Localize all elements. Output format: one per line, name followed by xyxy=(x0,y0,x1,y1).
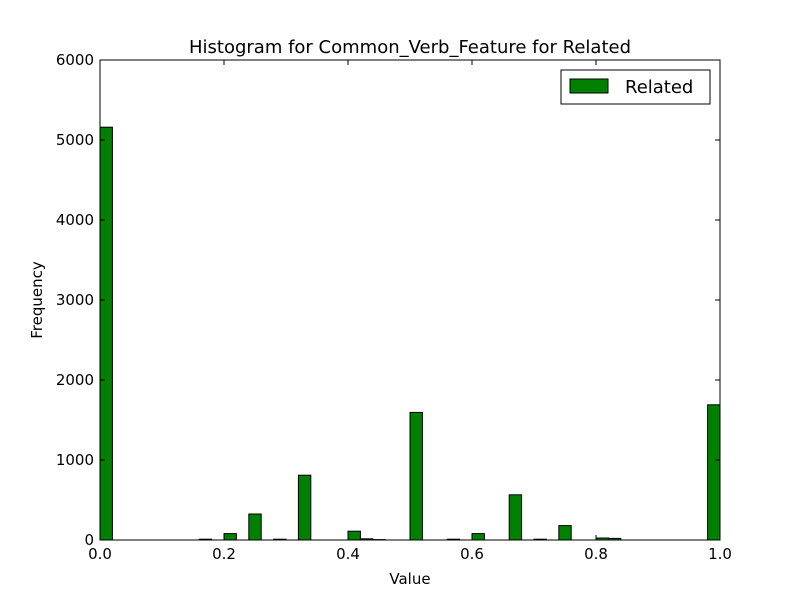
chart-title: Histogram for Common_Verb_Feature for Re… xyxy=(189,37,631,58)
x-tick-label-5: 1.0 xyxy=(708,545,732,563)
x-tick-label-3: 0.6 xyxy=(460,545,484,563)
y-tick-label-3: 3000 xyxy=(56,291,94,309)
y-tick-label-2: 2000 xyxy=(56,371,94,389)
y-tick-label-5: 5000 xyxy=(56,131,94,149)
x-tick-label-1: 0.2 xyxy=(212,545,236,563)
bar-5 xyxy=(297,474,312,541)
legend-label: Related xyxy=(625,77,693,98)
legend: Related xyxy=(560,69,711,105)
bar-12 xyxy=(508,494,523,541)
bar-9 xyxy=(409,411,423,541)
bar-11 xyxy=(471,533,485,541)
y-tick-label-6: 6000 xyxy=(56,51,94,69)
x-tick-label-2: 0.4 xyxy=(336,545,360,563)
x-tick-label-4: 0.8 xyxy=(584,545,608,563)
y-tick-label-0: 0 xyxy=(84,531,94,549)
x-axis-label: Value xyxy=(389,570,430,588)
x-tick-label-0: 0.0 xyxy=(88,545,112,563)
bar-17 xyxy=(707,404,721,541)
bar-0 xyxy=(99,126,113,541)
bar-2 xyxy=(223,533,237,541)
bar-14 xyxy=(558,525,572,541)
plot-frame xyxy=(99,59,721,541)
bar-6 xyxy=(347,530,361,541)
bar-group xyxy=(99,126,721,541)
y-tick-label-4: 4000 xyxy=(56,211,94,229)
legend-swatch xyxy=(569,78,609,94)
tick-group: 0.0 0.2 0.4 0.6 0.8 1.0 0 1000 2000 3000 4000 5000 6… xyxy=(56,51,732,563)
y-axis-label: Frequency xyxy=(28,261,46,339)
y-tick-label-1: 1000 xyxy=(56,451,94,469)
bar-3 xyxy=(248,513,262,541)
